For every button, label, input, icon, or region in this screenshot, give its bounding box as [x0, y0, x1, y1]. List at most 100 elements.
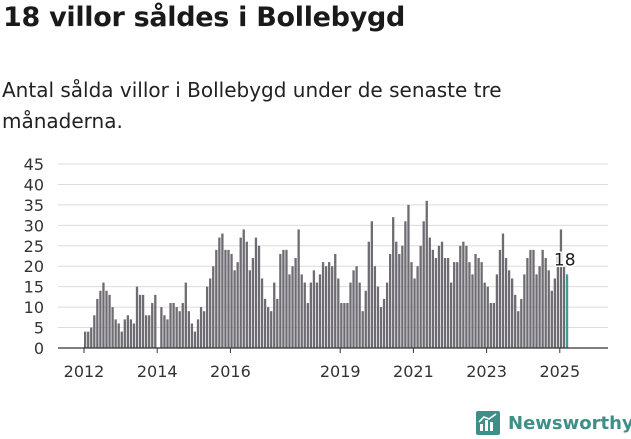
bar [450, 282, 453, 348]
bar [215, 249, 218, 348]
bar [486, 286, 489, 348]
bar [331, 266, 334, 348]
x-tick-label: 2025 [539, 362, 580, 381]
bar [169, 303, 172, 348]
bar [343, 303, 346, 348]
bar [425, 200, 428, 348]
bar [267, 307, 270, 348]
y-tick-label: 20 [24, 257, 44, 276]
bar [385, 282, 389, 348]
bar [480, 262, 483, 348]
y-tick-label: 0 [34, 339, 44, 358]
bar [511, 278, 514, 348]
bar [90, 327, 93, 348]
bar [279, 253, 282, 348]
bar [172, 303, 175, 348]
bar [550, 290, 553, 348]
bar [373, 266, 377, 348]
bar [434, 258, 438, 348]
bar [187, 311, 190, 348]
bar [190, 323, 194, 348]
bar [544, 258, 547, 348]
bar [498, 249, 502, 348]
bar [422, 221, 425, 348]
bar [251, 258, 255, 348]
bar [263, 298, 267, 348]
bar [154, 294, 157, 348]
bar [507, 270, 511, 348]
bar [459, 245, 462, 348]
bar [178, 311, 181, 348]
bar [526, 258, 529, 348]
bar [84, 331, 87, 348]
bar [245, 241, 248, 348]
bar [495, 274, 499, 348]
bar [321, 262, 325, 348]
bar [349, 282, 352, 348]
bar [242, 229, 245, 348]
bar [401, 245, 404, 348]
bar [398, 253, 401, 348]
bar [556, 253, 560, 348]
bar [346, 303, 349, 348]
bar [123, 319, 126, 348]
bar [163, 315, 166, 348]
bar [285, 249, 288, 348]
bar [489, 303, 492, 348]
bar [270, 311, 273, 348]
y-tick-label: 40 [24, 175, 44, 194]
bar [492, 303, 495, 348]
bar [294, 258, 297, 348]
bar [318, 274, 322, 348]
bar [306, 303, 309, 348]
x-tick-label: 2019 [320, 362, 361, 381]
bar [431, 249, 434, 348]
bar [108, 294, 111, 348]
bar [453, 262, 456, 348]
bar [206, 286, 209, 348]
last-value-label: 18 [554, 250, 576, 270]
bar [334, 253, 337, 348]
bar [404, 221, 407, 348]
newsworthy-brand[interactable]: Newsworthy [476, 408, 631, 438]
y-tick-label: 35 [24, 196, 44, 215]
bar [462, 241, 465, 348]
bar [520, 298, 523, 348]
bar [160, 307, 163, 348]
bar [340, 303, 343, 348]
bar [300, 274, 303, 348]
chart-subtitle: Antal sålda villor i Bollebygd under de … [2, 78, 502, 133]
bar [416, 266, 419, 348]
y-tick-label: 30 [24, 216, 44, 235]
bar [239, 237, 242, 348]
bar [395, 241, 398, 348]
bar [501, 233, 505, 348]
bar [224, 249, 227, 348]
bar [559, 229, 563, 348]
bar [273, 282, 276, 348]
x-tick-label: 2023 [466, 362, 507, 381]
bar [105, 290, 108, 348]
bar [471, 274, 474, 348]
bar [96, 298, 99, 348]
bar [468, 262, 471, 348]
bar [99, 290, 102, 348]
y-tick-label: 25 [24, 237, 44, 256]
bar [132, 323, 136, 348]
bar [145, 315, 148, 348]
bar [535, 274, 538, 348]
bar [361, 311, 364, 348]
bar [389, 253, 392, 348]
bar [309, 282, 312, 348]
bar [166, 319, 169, 348]
bar [532, 249, 535, 348]
bar [212, 266, 215, 348]
bar [437, 245, 441, 348]
bar [465, 245, 468, 348]
y-tick-label: 5 [34, 319, 44, 338]
bar [410, 262, 413, 348]
bar [529, 249, 532, 348]
bar [276, 298, 279, 348]
bar [419, 245, 422, 348]
